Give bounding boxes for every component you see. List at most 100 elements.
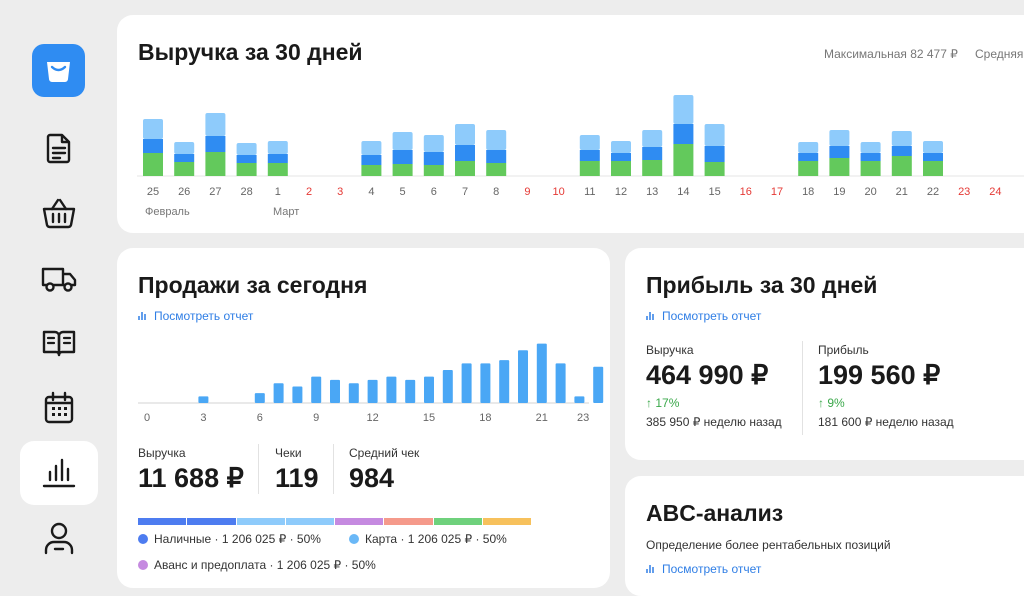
hourly-sales-bar xyxy=(273,383,284,403)
revenue-bar-segment xyxy=(361,141,382,155)
x-tick-label: 21 xyxy=(536,412,548,424)
card-title: Выручка за 30 дней xyxy=(138,39,363,65)
payment-bar-segment xyxy=(433,518,482,525)
payment-bar-segment xyxy=(236,518,285,525)
x-tick-label: 14 xyxy=(677,186,689,198)
arrow-up-icon: ↑ xyxy=(818,396,824,410)
payment-bar-segment xyxy=(482,518,531,525)
x-tick-label: 17 xyxy=(771,186,783,198)
revenue-bar-segment xyxy=(829,146,850,158)
hourly-sales-bar xyxy=(311,376,322,403)
sidebar-item-delivery[interactable] xyxy=(20,246,98,310)
hourly-sales-bar xyxy=(405,379,416,403)
revenue-bar-segment xyxy=(267,163,288,176)
view-report-link[interactable]: Посмотреть отчет xyxy=(646,562,761,576)
view-report-link[interactable]: Посмотреть отчет xyxy=(646,309,761,323)
truck-icon xyxy=(41,267,77,292)
revenue-bar-segment xyxy=(611,153,631,161)
revenue-bar-segment xyxy=(205,136,226,152)
revenue-bar-segment xyxy=(143,153,163,176)
revenue-bar-segment xyxy=(423,135,444,152)
user-icon xyxy=(44,522,74,555)
sidebar-item-catalog[interactable] xyxy=(20,311,98,375)
revenue-bar-segment xyxy=(579,161,600,176)
revenue-bar-segment xyxy=(579,135,600,150)
revenue-bar-segment xyxy=(423,165,444,176)
revenue-bar-segment xyxy=(673,124,694,144)
card-title: ABC-анализ xyxy=(646,500,784,526)
revenue-label: Выручка xyxy=(646,343,694,357)
revenue-bar-segment xyxy=(891,131,912,146)
sidebar-item-profile[interactable] xyxy=(20,506,98,570)
month-label-march: Март xyxy=(273,206,300,218)
hourly-sales-bar xyxy=(198,396,209,403)
legend-cash: Наличные · 1 206 025 ₽ · 50% xyxy=(138,532,321,546)
x-tick-label: 21 xyxy=(896,186,908,198)
catalog-book-icon xyxy=(42,330,76,357)
x-tick-label: 12 xyxy=(366,412,378,424)
x-tick-label: 1 xyxy=(275,186,281,198)
x-tick-label: 6 xyxy=(257,412,263,424)
x-tick-label: 22 xyxy=(927,186,939,198)
avg-check-label: Средний чек xyxy=(349,446,420,460)
revenue-bar-segment xyxy=(860,153,881,161)
revenue-bar-segment xyxy=(205,113,226,136)
x-tick-label: 15 xyxy=(708,186,720,198)
legend-dot xyxy=(349,534,359,544)
x-tick-label: 23 xyxy=(958,186,970,198)
revenue-change-value: 17% xyxy=(655,396,680,410)
payment-bar-segment xyxy=(335,518,384,525)
revenue-bar-segment xyxy=(455,124,475,145)
hourly-sales-bar xyxy=(348,383,359,403)
revenue-bar-segment xyxy=(704,146,725,162)
x-tick-label: 13 xyxy=(646,186,658,198)
x-tick-label: 24 xyxy=(989,186,1001,198)
x-tick-label: 3 xyxy=(337,186,343,198)
sidebar-item-basket[interactable] xyxy=(20,181,98,245)
sidebar-item-analytics[interactable] xyxy=(20,441,98,505)
revenue-bar-segment xyxy=(829,158,850,176)
x-tick-label: 7 xyxy=(462,186,468,198)
x-tick-label: 0 xyxy=(144,412,150,424)
revenue-bar-segment xyxy=(392,164,413,176)
legend-card: Карта · 1 206 025 ₽ · 50% xyxy=(349,532,507,546)
revenue-bar-segment xyxy=(704,124,725,146)
revenue-bar-segment xyxy=(923,161,943,176)
payment-distribution-bar xyxy=(138,518,531,525)
revenue-bar-segment xyxy=(829,130,850,146)
payment-bar-segment xyxy=(138,518,187,525)
revenue-bar-segment xyxy=(860,161,881,176)
revenue-bar-segment xyxy=(392,150,413,164)
shopping-bag-logo[interactable] xyxy=(32,44,85,97)
hourly-sales-bar xyxy=(574,396,585,403)
sidebar-item-calendar[interactable] xyxy=(20,376,98,440)
revenue-bar-segment xyxy=(860,142,881,153)
view-report-link[interactable]: Посмотреть отчет xyxy=(138,309,253,323)
x-tick-label: 15 xyxy=(423,412,435,424)
document-icon xyxy=(46,133,71,164)
hourly-sales-bar xyxy=(518,350,528,403)
legend-advance: Аванс и предоплата · 1 206 025 ₽ · 50% xyxy=(138,558,376,572)
revenue-bar-segment xyxy=(267,141,288,154)
x-tick-label: 12 xyxy=(615,186,627,198)
revenue-bar-segment xyxy=(798,142,819,153)
x-tick-label: 11 xyxy=(584,186,595,198)
hourly-sales-bar xyxy=(367,379,378,403)
legend-dot xyxy=(138,534,148,544)
x-tick-label: 28 xyxy=(240,186,252,198)
hourly-sales-bar xyxy=(536,343,547,403)
x-tick-label: 23 xyxy=(577,412,589,424)
card-subtitle: Определение более рентабельных позиций xyxy=(646,538,891,552)
hourly-sales-chart: 0 3 6 9 12 15 18 21 23 xyxy=(138,343,604,424)
revenue-bar-segment xyxy=(361,155,382,165)
revenue-bar-segment xyxy=(891,146,912,156)
sidebar-item-documents[interactable] xyxy=(20,116,98,180)
hourly-sales-bar xyxy=(386,376,397,403)
max-revenue-label: Максимальная 82 477 ₽ xyxy=(824,47,958,61)
revenue-bar-segment xyxy=(673,144,694,176)
profit-value: 199 560 ₽ xyxy=(818,360,941,390)
shopping-bag-icon xyxy=(47,62,70,82)
profit-30-days-card: Прибыль за 30 дней Посмотреть отчет Выру… xyxy=(625,248,1024,460)
divider xyxy=(258,444,259,494)
revenue-label: Выручка xyxy=(138,446,186,460)
